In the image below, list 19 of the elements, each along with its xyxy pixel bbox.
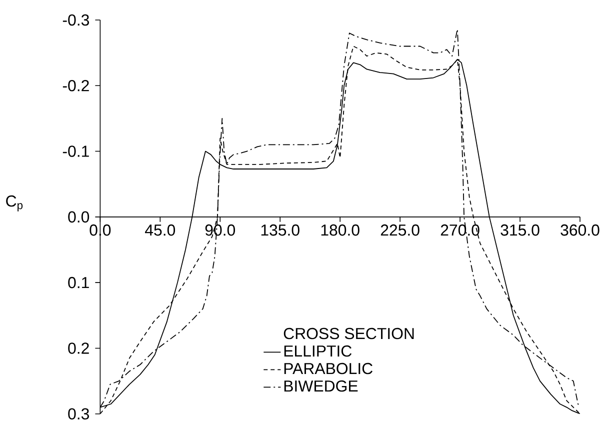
y-tick-label: -0.2	[62, 80, 89, 92]
legend-label: ELLIPTIC	[284, 345, 352, 357]
x-tick-label: 90.0	[205, 224, 236, 236]
legend-label: BIWEDGE	[284, 380, 358, 392]
legend-title: CROSS SECTION	[284, 328, 414, 340]
y-tick-label: 0.0	[68, 211, 90, 223]
x-tick-label: 315.0	[500, 224, 540, 236]
y-tick-label: -0.1	[62, 146, 89, 158]
x-tick-label: 45.0	[145, 224, 176, 236]
x-tick-label: 225.0	[380, 224, 420, 236]
legend-label: PARABOLIC	[284, 362, 373, 374]
y-tick-label: 0.2	[68, 342, 89, 354]
y-axis-title: C$_{p}$	[6, 195, 23, 212]
x-tick-label: 135.0	[261, 224, 300, 236]
x-tick-label: 360.0	[560, 224, 600, 236]
x-tick-label: 180.0	[321, 224, 360, 236]
y-tick-label: -0.3	[62, 14, 89, 26]
y-tick-label: 0.3	[68, 408, 89, 420]
y-tick-label: 0.1	[68, 277, 89, 288]
